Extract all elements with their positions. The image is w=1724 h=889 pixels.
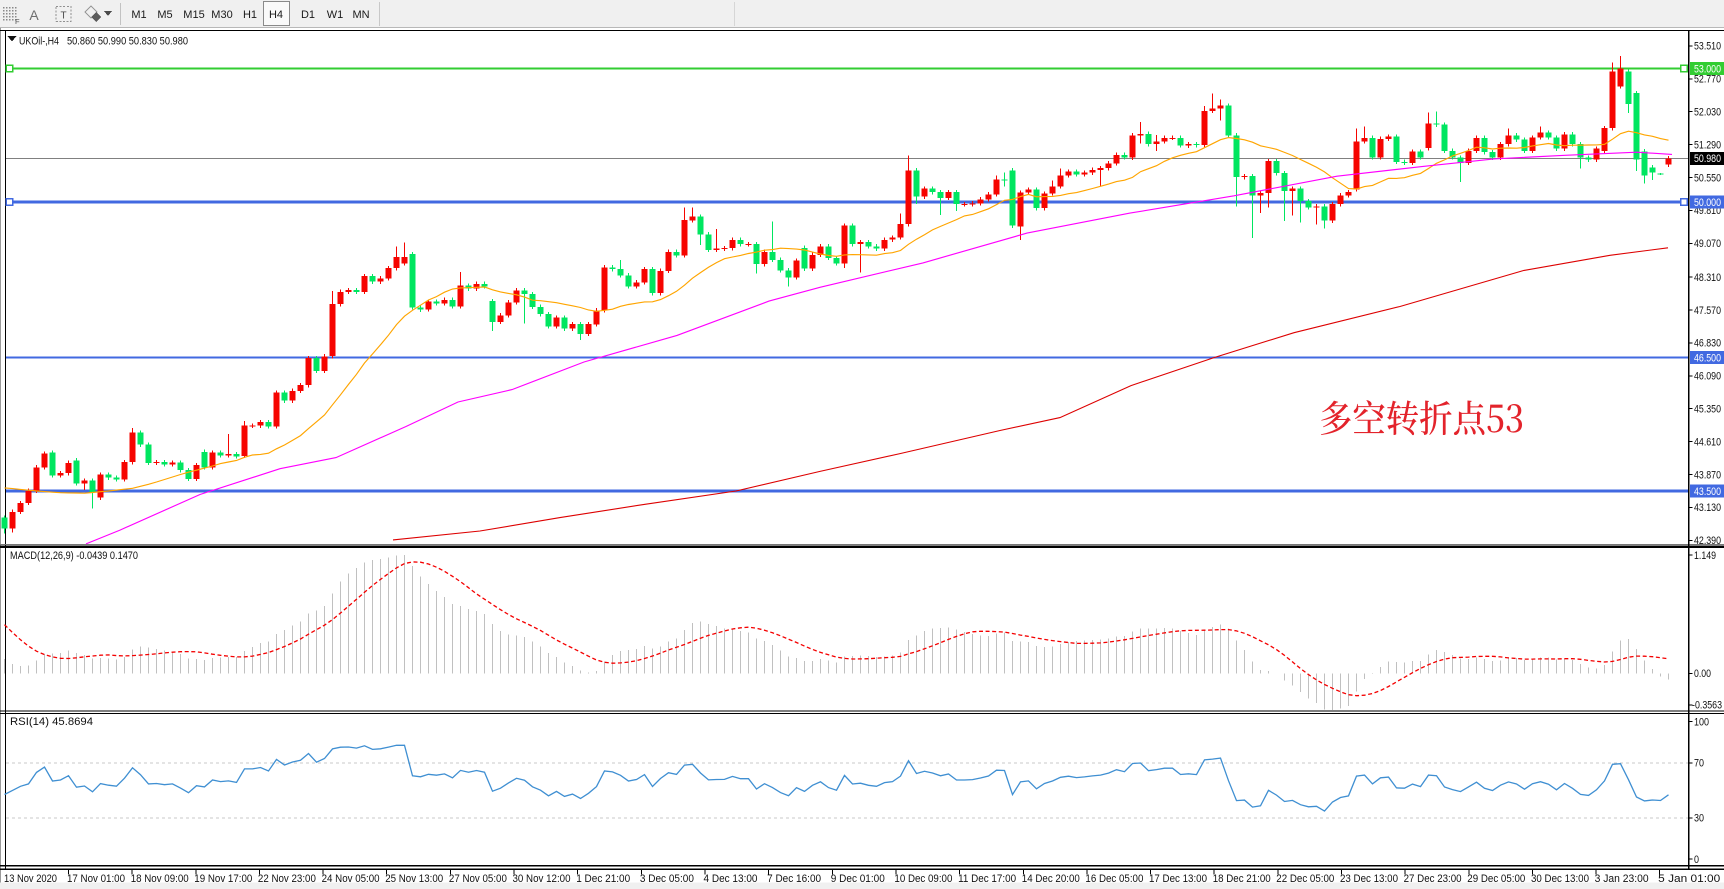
svg-text:M15: M15: [183, 9, 204, 21]
svg-text:27 Dec 23:00: 27 Dec 23:00: [1404, 873, 1462, 885]
svg-text:17 Dec 13:00: 17 Dec 13:00: [1149, 873, 1207, 885]
svg-text:3 Dec 05:00: 3 Dec 05:00: [640, 873, 694, 885]
svg-text:46.090: 46.090: [1694, 371, 1721, 383]
svg-text:23 Dec 13:00: 23 Dec 13:00: [1340, 873, 1398, 885]
svg-text:UKOil-,H4: UKOil-,H4: [19, 36, 59, 48]
svg-text:45.350: 45.350: [1694, 404, 1721, 416]
svg-text:MN: MN: [352, 9, 369, 21]
svg-text:27 Nov 05:00: 27 Nov 05:00: [449, 873, 507, 885]
svg-text:10 Dec 09:00: 10 Dec 09:00: [894, 873, 952, 885]
svg-text:53.000: 53.000: [1694, 63, 1721, 75]
svg-text:24 Nov 05:00: 24 Nov 05:00: [322, 873, 380, 885]
svg-text:46.830: 46.830: [1694, 338, 1721, 350]
svg-text:100: 100: [1694, 717, 1709, 729]
svg-text:43.130: 43.130: [1694, 502, 1721, 514]
svg-text:52.770: 52.770: [1694, 74, 1721, 86]
svg-text:11 Dec 17:00: 11 Dec 17:00: [958, 873, 1016, 885]
svg-text:M1: M1: [131, 9, 146, 21]
svg-text:51.290: 51.290: [1694, 139, 1721, 151]
svg-text:1 Dec 21:00: 1 Dec 21:00: [576, 873, 630, 885]
svg-text:D1: D1: [301, 9, 315, 21]
svg-text:53.510: 53.510: [1694, 41, 1721, 53]
svg-text:30: 30: [1694, 813, 1704, 825]
svg-text:0: 0: [1694, 854, 1699, 866]
svg-text:50.550: 50.550: [1694, 172, 1721, 184]
svg-text:19 Nov 17:00: 19 Nov 17:00: [194, 873, 252, 885]
svg-text:52.030: 52.030: [1694, 107, 1721, 119]
svg-text:A: A: [29, 7, 39, 23]
svg-text:5 Jan 01:00: 5 Jan 01:00: [1658, 873, 1720, 885]
svg-text:43.870: 43.870: [1694, 469, 1721, 481]
svg-text:13 Nov 2020: 13 Nov 2020: [4, 873, 57, 885]
svg-text:H4: H4: [269, 9, 283, 21]
svg-text:3 Jan 23:00: 3 Jan 23:00: [1595, 873, 1649, 885]
svg-text:0.00: 0.00: [1694, 668, 1711, 680]
svg-text:7 Dec 16:00: 7 Dec 16:00: [767, 873, 821, 885]
svg-text:-0.3563: -0.3563: [1692, 700, 1722, 712]
svg-text:22 Nov 23:00: 22 Nov 23:00: [258, 873, 316, 885]
svg-text:9 Dec 01:00: 9 Dec 01:00: [831, 873, 885, 885]
svg-text:W1: W1: [327, 9, 344, 21]
svg-text:14 Dec 20:00: 14 Dec 20:00: [1022, 873, 1080, 885]
svg-text:50.860 50.990 50.830 50.980: 50.860 50.990 50.830 50.980: [67, 36, 188, 48]
svg-text:18 Nov 09:00: 18 Nov 09:00: [131, 873, 189, 885]
svg-text:18 Dec 21:00: 18 Dec 21:00: [1213, 873, 1271, 885]
svg-text:46.500: 46.500: [1694, 352, 1721, 364]
svg-text:30 Nov 12:00: 30 Nov 12:00: [513, 873, 571, 885]
svg-text:22 Dec 05:00: 22 Dec 05:00: [1276, 873, 1334, 885]
svg-text:T: T: [60, 11, 66, 22]
svg-text:30 Dec 13:00: 30 Dec 13:00: [1531, 873, 1589, 885]
svg-text:M5: M5: [157, 9, 172, 21]
svg-text:48.310: 48.310: [1694, 272, 1721, 284]
svg-text:70: 70: [1694, 758, 1704, 770]
svg-text:50.980: 50.980: [1694, 153, 1721, 165]
svg-text:17 Nov 01:00: 17 Nov 01:00: [67, 873, 125, 885]
svg-text:4 Dec 13:00: 4 Dec 13:00: [704, 873, 758, 885]
svg-text:16 Dec 05:00: 16 Dec 05:00: [1085, 873, 1143, 885]
svg-text:RSI(14) 45.8694: RSI(14) 45.8694: [10, 716, 93, 728]
svg-text:F: F: [15, 17, 20, 26]
svg-text:43.500: 43.500: [1694, 486, 1721, 498]
svg-text:44.610: 44.610: [1694, 436, 1721, 448]
svg-text:25 Nov 13:00: 25 Nov 13:00: [385, 873, 443, 885]
svg-text:H1: H1: [243, 9, 257, 21]
svg-text:49.070: 49.070: [1694, 238, 1721, 250]
svg-text:50.000: 50.000: [1694, 197, 1721, 209]
svg-text:29 Dec 05:00: 29 Dec 05:00: [1467, 873, 1525, 885]
svg-text:42.390: 42.390: [1694, 535, 1721, 547]
svg-text:M30: M30: [211, 9, 232, 21]
svg-text:47.570: 47.570: [1694, 305, 1721, 317]
svg-text:MACD(12,26,9) -0.0439 0.1470: MACD(12,26,9) -0.0439 0.1470: [10, 550, 138, 562]
svg-text:1.149: 1.149: [1694, 550, 1716, 562]
